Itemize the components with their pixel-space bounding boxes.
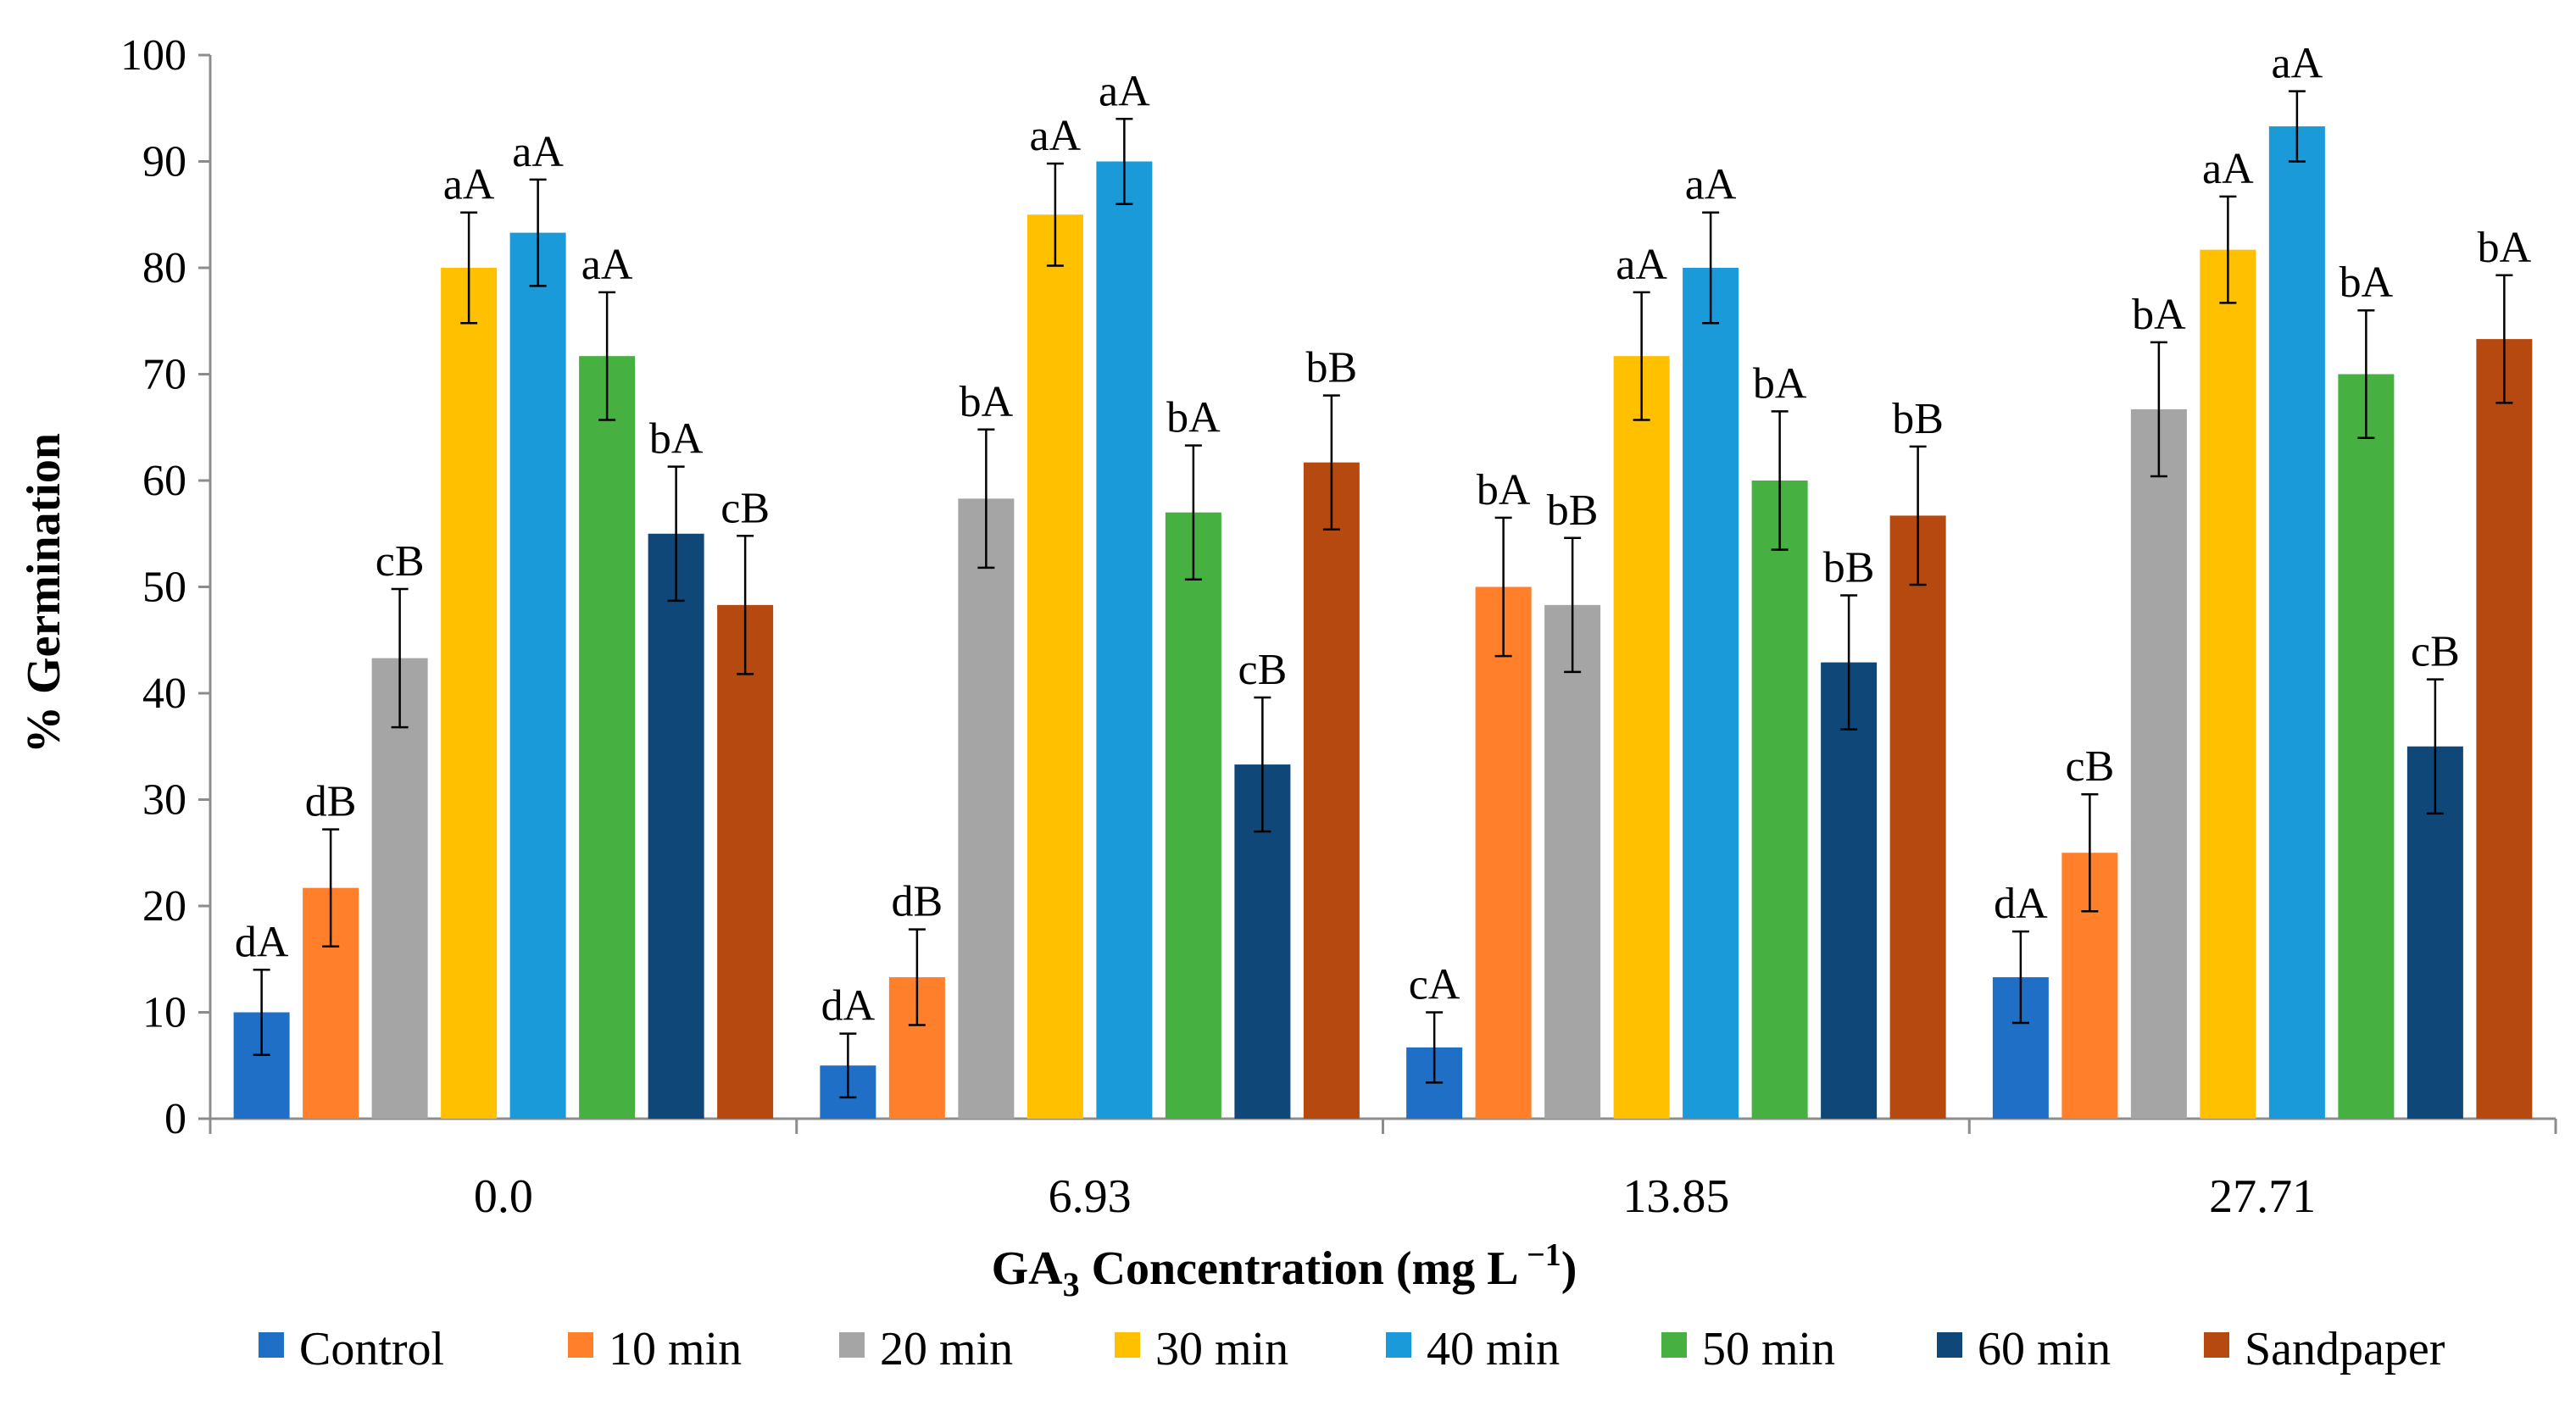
significance-label: bB <box>1892 395 1944 443</box>
significance-label: cA <box>1409 961 1460 1009</box>
bar <box>717 604 774 1119</box>
significance-label: aA <box>2272 40 2323 88</box>
x-category-label: 27.71 <box>2209 1170 2316 1223</box>
y-tick-label: 70 <box>142 351 186 399</box>
x-category-label: 6.93 <box>1049 1170 1132 1223</box>
y-tick-label: 80 <box>142 244 186 292</box>
bar <box>1683 268 1739 1119</box>
legend-label: 30 min <box>1155 1323 1288 1375</box>
bar <box>958 498 1015 1119</box>
bar <box>1096 161 1153 1119</box>
bar <box>2268 126 2325 1120</box>
y-tick-label: 50 <box>142 564 186 612</box>
bar <box>1889 515 1946 1119</box>
legend-label: 20 min <box>880 1323 1013 1375</box>
significance-label: cB <box>721 484 770 532</box>
significance-label: cB <box>2411 628 2460 676</box>
legend-swatch <box>1386 1332 1411 1358</box>
significance-label: bB <box>1306 344 1358 392</box>
y-tick-label: 0 <box>164 1095 186 1143</box>
significance-label: dB <box>892 878 943 926</box>
x-axis-title-group: GA3 Concentration (mg L −1) <box>992 1237 1577 1303</box>
y-tick-label: 30 <box>142 776 186 825</box>
bar <box>1751 481 1808 1119</box>
legend-swatch <box>1115 1332 1140 1358</box>
significance-label: cB <box>2065 742 2114 791</box>
legend-label: 10 min <box>609 1323 742 1375</box>
significance-label: dB <box>305 778 357 826</box>
legend-label: 50 min <box>1702 1323 1835 1375</box>
significance-label: bA <box>649 415 704 464</box>
significance-label: cB <box>1238 646 1287 694</box>
y-tick-label: 40 <box>142 670 186 718</box>
bar <box>579 356 636 1119</box>
legend-swatch <box>1661 1332 1687 1358</box>
significance-label: bA <box>1166 394 1221 442</box>
legend-swatch <box>259 1332 284 1358</box>
significance-label: bA <box>1753 359 1807 408</box>
legend-label: 40 min <box>1427 1323 1560 1375</box>
bar <box>371 658 428 1119</box>
significance-label: cB <box>376 537 425 586</box>
significance-label: bA <box>2478 224 2532 272</box>
y-tick-label: 100 <box>120 31 186 80</box>
legend: Control 10 min 20 min 30 min 40 min 50 min 60 … <box>259 1323 2445 1375</box>
bar <box>1027 214 1083 1119</box>
legend-swatch <box>1937 1332 1962 1358</box>
significance-label: aA <box>1030 112 1082 160</box>
y-tick-label: 90 <box>142 138 186 186</box>
bars <box>233 90 2533 1120</box>
y-axis-title: % Germination <box>18 433 70 753</box>
significance-label: aA <box>581 241 633 289</box>
bar <box>509 232 566 1120</box>
significance-label: dA <box>821 982 876 1031</box>
legend-swatch <box>568 1332 593 1358</box>
y-tick-label: 20 <box>142 882 186 931</box>
significance-label: bA <box>1477 466 1531 514</box>
significance-label: aA <box>1099 67 1150 115</box>
bar <box>1613 356 1670 1119</box>
significance-label: bB <box>1547 486 1599 535</box>
letter-labels: dA dA cA dA dB dB bA cB cB bA bB bA aA aA aA aA aA aA aA aA… <box>235 40 2532 1031</box>
legend-label: Control <box>299 1323 444 1375</box>
bar <box>2476 339 2533 1120</box>
significance-label: bA <box>2132 291 2186 339</box>
significance-label: dA <box>235 918 289 966</box>
x-category-label: 0.0 <box>474 1170 533 1223</box>
bar <box>1165 512 1221 1119</box>
significance-label: bB <box>1823 544 1875 592</box>
bar <box>2200 249 2256 1119</box>
legend-label: 60 min <box>1978 1323 2111 1375</box>
significance-label: dA <box>1994 880 2048 928</box>
bar <box>1544 604 1601 1119</box>
significance-label: aA <box>1685 161 1737 209</box>
legend-label: Sandpaper <box>2245 1323 2445 1375</box>
x-category-label: 13.85 <box>1622 1170 1729 1223</box>
bar <box>441 268 498 1119</box>
bar <box>2130 408 2187 1119</box>
bar <box>1303 462 1360 1119</box>
significance-label: aA <box>1616 241 1667 289</box>
significance-label: aA <box>512 128 564 176</box>
significance-label: aA <box>443 161 495 209</box>
legend-swatch <box>2204 1332 2229 1358</box>
significance-label: bA <box>2340 258 2394 307</box>
x-axis-title: GA3 Concentration (mg L −1) <box>992 1237 1577 1303</box>
y-tick-label: 10 <box>142 989 186 1037</box>
significance-label: bA <box>960 378 1014 426</box>
bar <box>648 533 704 1119</box>
bar <box>1821 662 1878 1119</box>
significance-label: aA <box>2202 145 2254 193</box>
legend-swatch <box>839 1332 865 1358</box>
y-tick-label: 60 <box>142 457 186 505</box>
bar <box>1475 586 1532 1119</box>
bar <box>2338 374 2395 1119</box>
